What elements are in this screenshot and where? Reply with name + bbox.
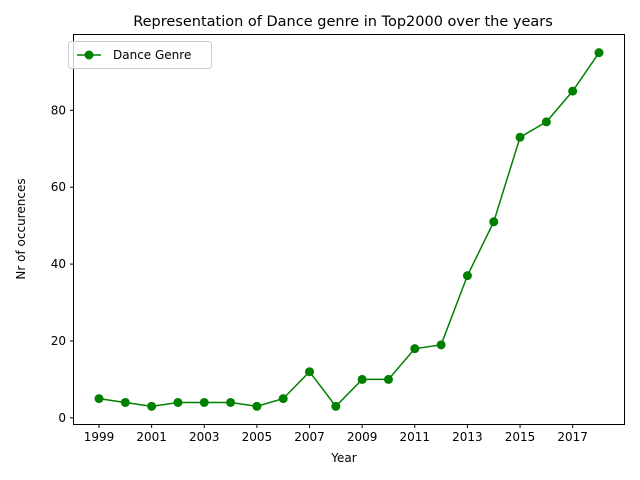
plot-area [94, 48, 604, 411]
y-tick-label: 80 [51, 103, 66, 117]
x-tick-label: 2001 [136, 430, 167, 444]
y-tick-label: 20 [51, 334, 66, 348]
x-tick-label: 2015 [505, 430, 536, 444]
x-tick-label: 2017 [557, 430, 588, 444]
legend-marker-sample [84, 50, 94, 60]
data-point [436, 340, 446, 350]
x-tick-label: 2011 [400, 430, 431, 444]
y-axis-label: Nr of occurences [14, 178, 28, 279]
x-tick-label: 2005 [242, 430, 273, 444]
data-point [410, 344, 420, 354]
data-point [226, 397, 236, 407]
data-point [120, 397, 130, 407]
data-point [568, 86, 578, 96]
y-axis-ticks: 0 20 40 60 80 [51, 103, 74, 425]
x-tick-label: 2003 [189, 430, 220, 444]
data-point [331, 401, 341, 411]
x-axis-ticks: 1999 2001 2003 2005 2007 2009 2011 2013 2015 2017 [84, 424, 588, 444]
data-point [541, 117, 551, 127]
x-tick-label: 2013 [452, 430, 483, 444]
data-point [489, 217, 499, 227]
legend-box [68, 41, 212, 69]
chart-title: Representation of Dance genre in Top2000… [133, 14, 553, 30]
y-tick-label: 40 [51, 257, 66, 271]
data-point [94, 394, 104, 404]
data-point [173, 397, 183, 407]
data-point [199, 397, 209, 407]
data-point [278, 394, 288, 404]
x-tick-label: 2007 [294, 430, 325, 444]
x-axis-label: Year [330, 451, 356, 465]
data-point [252, 401, 262, 411]
data-point [515, 132, 525, 142]
data-point [462, 271, 472, 281]
data-point [305, 367, 315, 377]
x-tick-label: 2009 [347, 430, 378, 444]
y-tick-label: 0 [58, 411, 66, 425]
data-point [357, 374, 367, 384]
data-point [594, 48, 604, 58]
data-point [383, 374, 393, 384]
legend: Dance Genre [68, 41, 212, 69]
y-tick-label: 60 [51, 180, 66, 194]
data-point [147, 401, 157, 411]
x-tick-label: 1999 [84, 430, 115, 444]
legend-label: Dance Genre [113, 48, 191, 62]
axes-frame [73, 34, 625, 425]
